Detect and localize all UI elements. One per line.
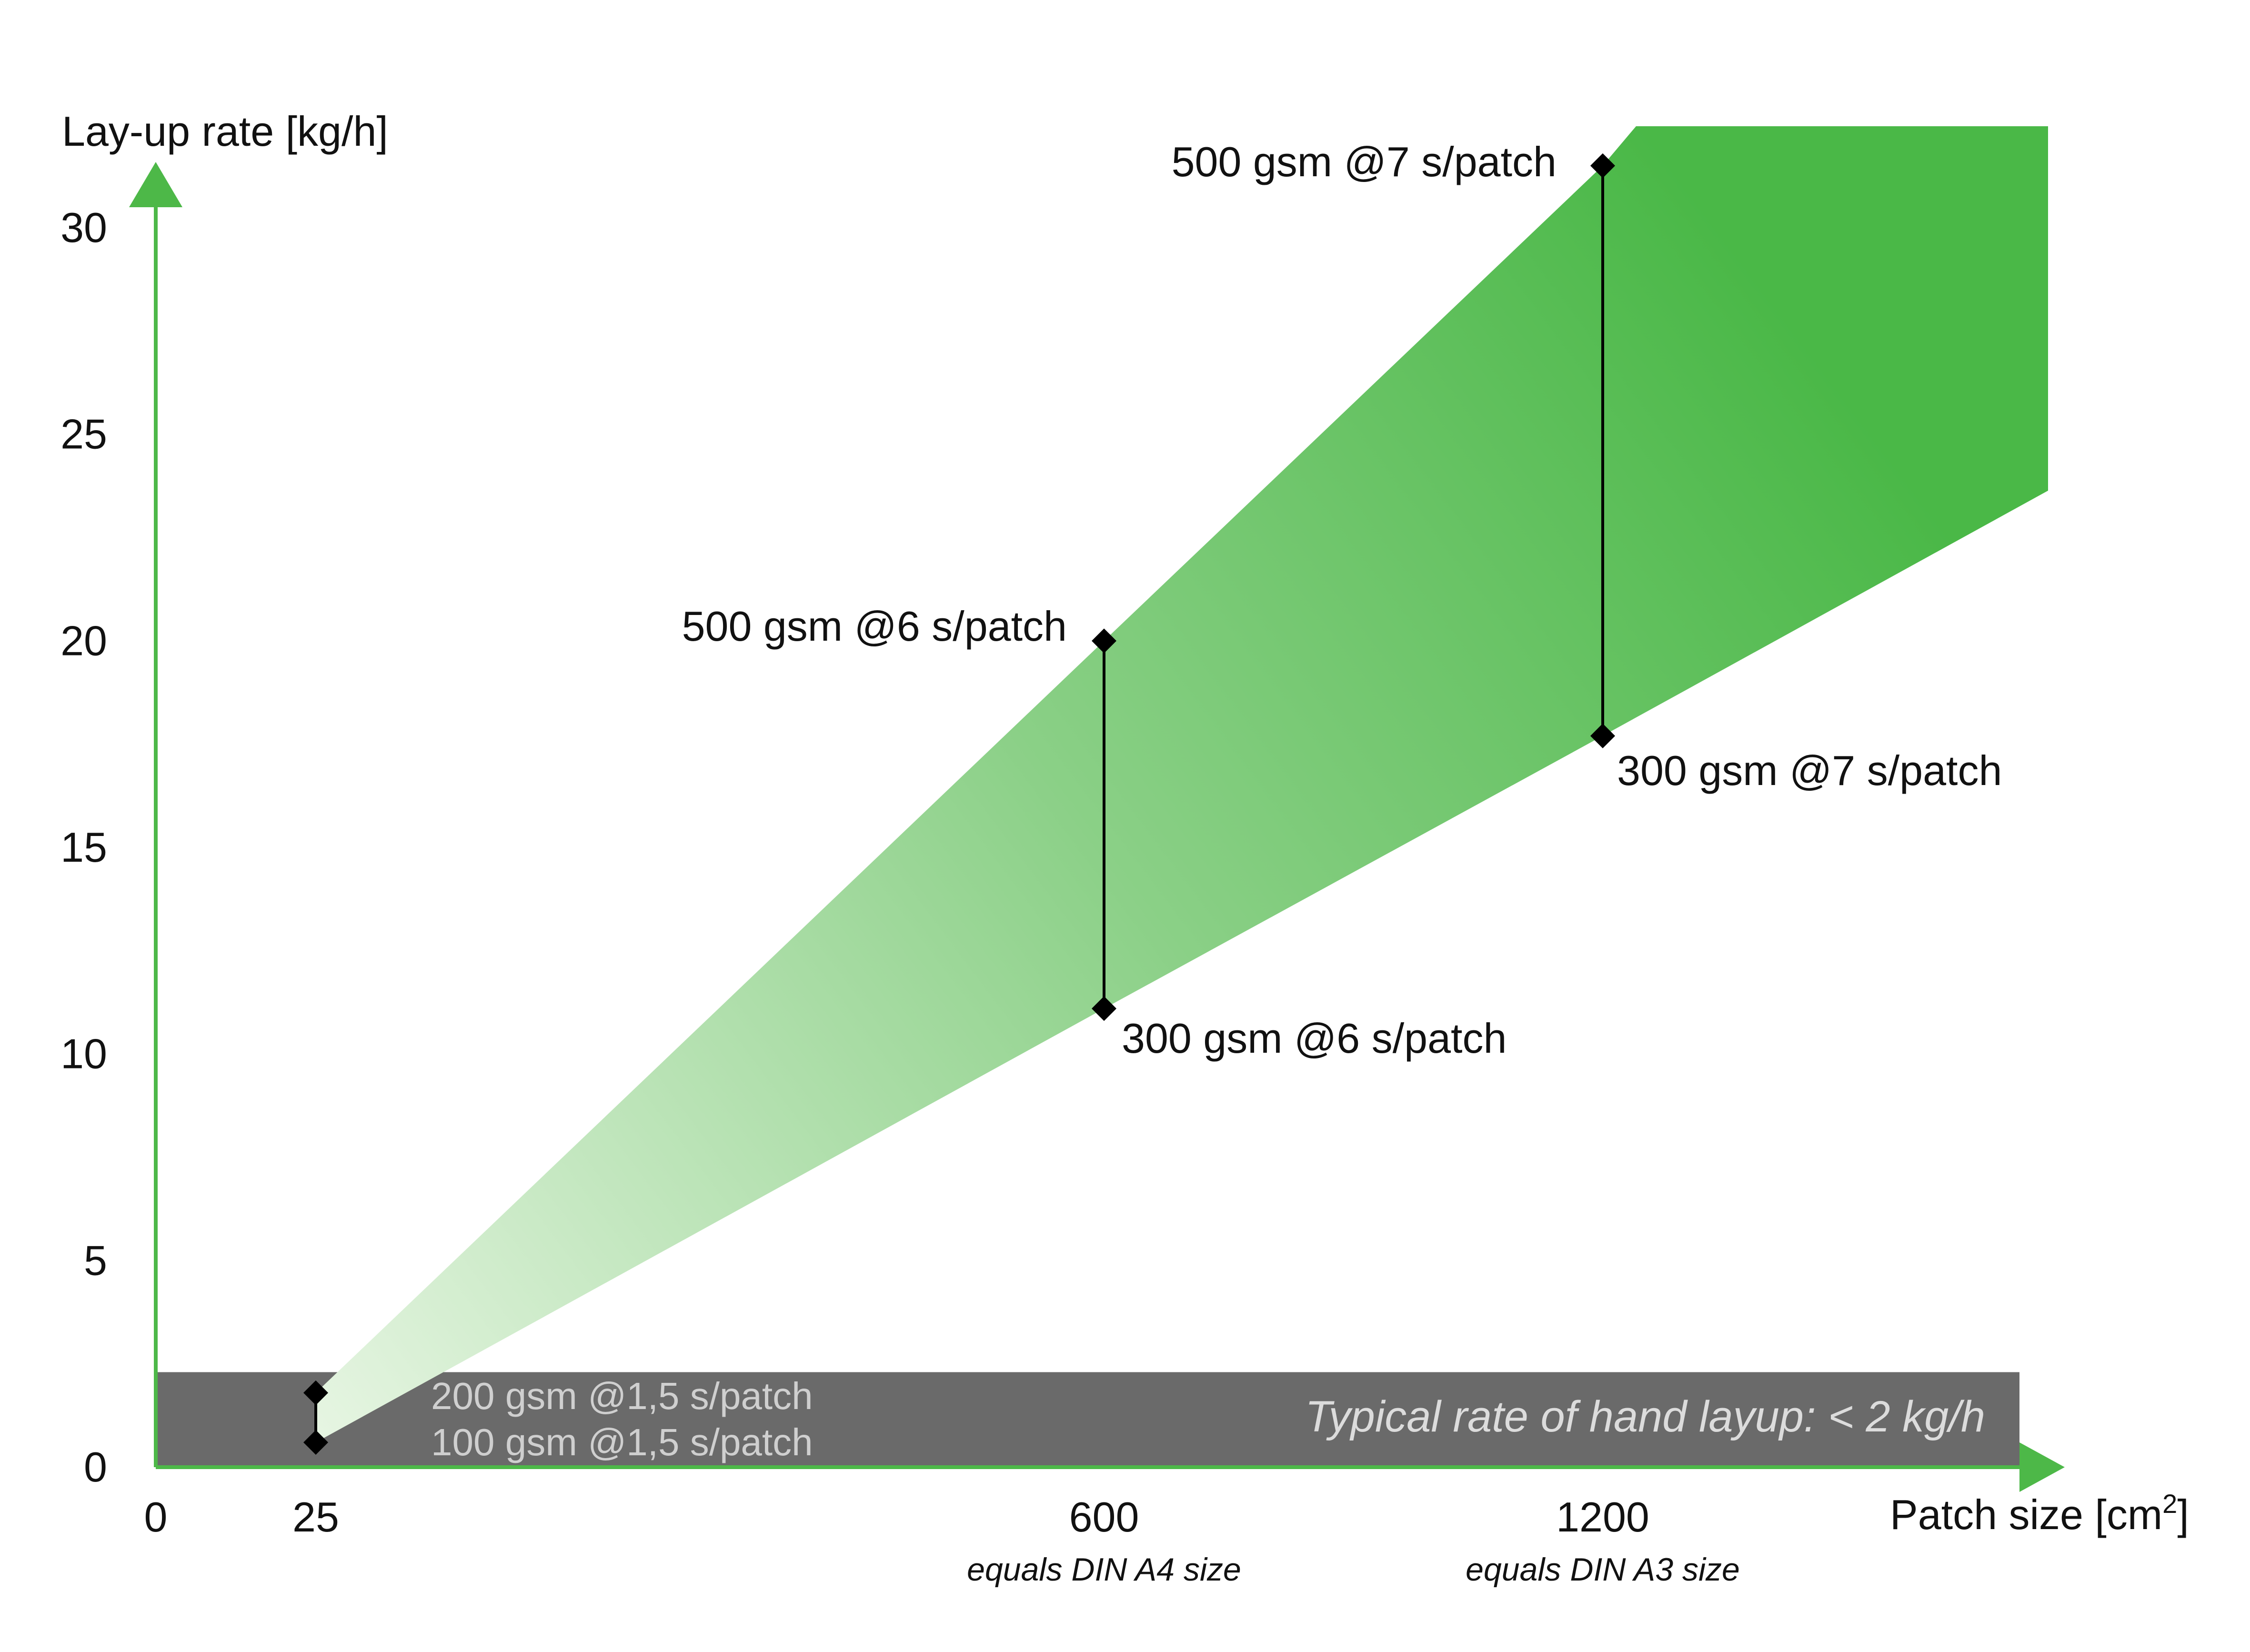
x-axis-title-end: ] — [2177, 1491, 2189, 1538]
band-point-label-100gsm: 100 gsm @1,5 s/patch — [431, 1421, 813, 1463]
data-point-marker — [303, 1380, 328, 1405]
x-axis-arrow — [2019, 1442, 2065, 1492]
data-point-marker — [1590, 723, 1615, 748]
x-tick-label: 600 — [1069, 1493, 1139, 1541]
hand-layup-band-label: Typical rate of hand layup: < 2 kg/h — [1305, 1392, 1985, 1441]
data-point-marker — [1092, 996, 1116, 1021]
data-point-marker — [1590, 153, 1615, 178]
band-point-label-200gsm: 200 gsm @1,5 s/patch — [431, 1375, 813, 1417]
layup-rate-area — [316, 126, 2048, 1442]
y-tick-label: 30 — [60, 204, 107, 251]
x-tick-note: equals DIN A4 size — [967, 1551, 1241, 1588]
y-tick-label: 25 — [60, 411, 107, 458]
data-point-marker — [1092, 628, 1116, 654]
point-label-500gsm-1200: 500 gsm @7 s/patch — [1172, 138, 1557, 185]
point-label-300gsm-1200: 300 gsm @7 s/patch — [1617, 747, 2002, 794]
hand-layup-band — [156, 1372, 2019, 1467]
y-axis-arrow — [129, 162, 182, 207]
point-label-500gsm-600: 500 gsm @6 s/patch — [682, 603, 1067, 650]
y-tick-label: 10 — [60, 1030, 107, 1078]
chart-marks: 0 5 10 15 20 25 30 0 25 600 equals DIN A4 size 1200… — [60, 153, 1740, 1588]
x-axis-title-sup: 2 — [2162, 1489, 2177, 1519]
y-tick-label: 0 — [84, 1443, 107, 1491]
y-tick-label: 20 — [60, 617, 107, 664]
x-axis-title-main: Patch size [cm — [1890, 1491, 2162, 1538]
x-axis-title: Patch size [cm2] — [1890, 1489, 2189, 1538]
x-tick-label: 25 — [292, 1493, 339, 1541]
point-label-300gsm-600: 300 gsm @6 s/patch — [1122, 1015, 1507, 1062]
x-tick-label: 1200 — [1556, 1493, 1649, 1541]
y-tick-label: 15 — [60, 824, 107, 871]
data-point-marker — [303, 1430, 328, 1455]
y-tick-label: 5 — [84, 1237, 107, 1284]
y-axis-title: Lay-up rate [kg/h] — [62, 108, 388, 155]
x-tick-label: 0 — [144, 1493, 168, 1541]
x-tick-note: equals DIN A3 size — [1466, 1551, 1740, 1588]
